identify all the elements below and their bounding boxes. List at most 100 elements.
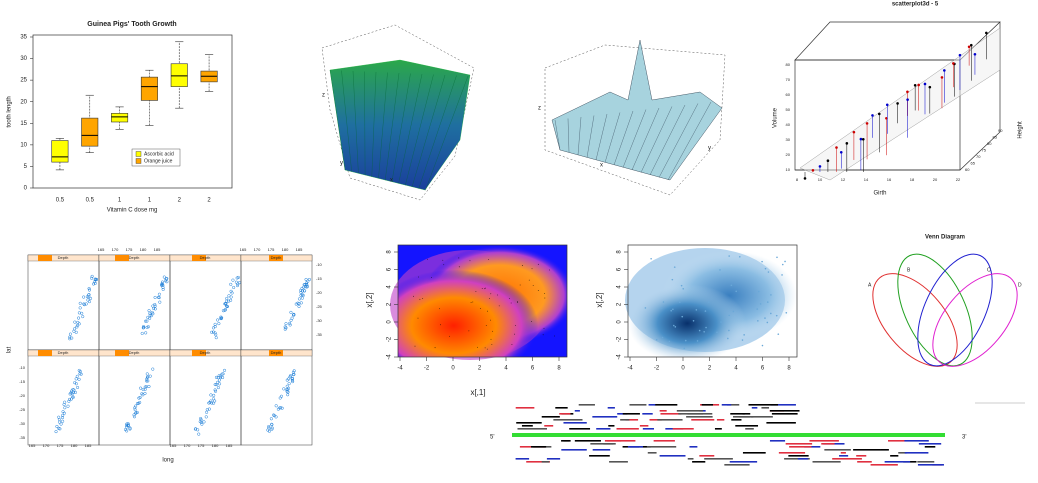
legend-label: Orange juice (144, 158, 173, 164)
feature (704, 458, 733, 460)
feature (884, 461, 911, 463)
point (299, 301, 303, 305)
point (770, 294, 772, 296)
y-tick-label: -2 (387, 336, 393, 342)
feature (904, 452, 929, 454)
y-tick-label: 8 (617, 250, 623, 254)
point (668, 340, 671, 343)
point (475, 290, 477, 292)
point (145, 372, 149, 376)
strip-bar (115, 350, 129, 356)
feature (578, 404, 595, 406)
tick-label: 50 (786, 107, 791, 112)
point (515, 324, 516, 326)
point (146, 375, 150, 379)
point (777, 333, 780, 335)
tick-label: 180 (140, 247, 147, 252)
point (87, 300, 92, 304)
point (859, 137, 863, 141)
feature (589, 455, 610, 457)
point (78, 306, 82, 310)
feature (856, 455, 867, 457)
point (74, 330, 78, 334)
tick-label: 165 (240, 247, 247, 252)
density2: x[,2] -4 -2 0 2 4 6 8 -4 -2 0 2 4 6 8 (595, 244, 798, 372)
point (761, 344, 764, 347)
strip-label: Depth (200, 255, 211, 260)
tick-label: 30 (786, 137, 791, 142)
point (305, 285, 309, 289)
feature (804, 446, 821, 448)
strip-bar (192, 350, 206, 356)
point (418, 276, 419, 278)
feature (561, 449, 587, 451)
point (217, 374, 221, 378)
point (484, 288, 486, 290)
point (732, 310, 735, 313)
point (670, 309, 672, 312)
tick-label: 180 (282, 247, 289, 252)
point (928, 85, 932, 89)
feature (735, 425, 759, 427)
feature (517, 428, 547, 430)
point (542, 334, 544, 336)
point (269, 417, 273, 421)
point (486, 348, 488, 350)
feature (629, 404, 647, 406)
point (216, 318, 220, 322)
tick-label: 165 (98, 247, 105, 252)
point (79, 372, 83, 376)
feature (642, 413, 653, 415)
point (519, 284, 521, 286)
tick-label: 70 (976, 154, 981, 159)
tick-label: -30 (19, 421, 26, 426)
point (199, 416, 203, 421)
x-tick-label: 6 (531, 366, 535, 372)
point (214, 383, 218, 387)
point (655, 338, 658, 341)
point (543, 327, 545, 329)
point (845, 142, 849, 145)
feature (625, 419, 639, 421)
feature (672, 428, 694, 430)
tick-label: 175 (268, 247, 275, 252)
point (75, 323, 79, 328)
feature (716, 419, 725, 421)
feature (561, 440, 571, 442)
panel (240, 254, 313, 351)
point (161, 285, 165, 289)
point (54, 430, 58, 434)
tick-label: 16 (887, 177, 892, 182)
point (431, 276, 432, 278)
point (469, 260, 471, 262)
point (785, 311, 788, 314)
feature (870, 464, 898, 466)
feature (607, 407, 615, 409)
density1: x[,1] x[,2] -4 -2 0 2 4 6 8 -4 -2 0 2 4 6 8 (365, 244, 568, 397)
mesh (364, 71, 366, 176)
point (439, 308, 441, 310)
axis-label: x (600, 163, 603, 169)
point (216, 386, 220, 390)
point (82, 303, 86, 307)
feature (659, 410, 667, 412)
feature (721, 404, 732, 406)
feature (657, 419, 683, 421)
point (303, 282, 307, 287)
tick-label: 80 (786, 62, 791, 67)
mesh (567, 118, 570, 153)
feature (563, 422, 587, 424)
point (730, 284, 733, 287)
point (468, 330, 470, 332)
feature (555, 407, 568, 409)
point (705, 326, 707, 329)
feature (766, 422, 796, 424)
surface1: z y x (321, 24, 475, 201)
point (220, 316, 224, 320)
point (232, 285, 236, 290)
feature (750, 416, 773, 418)
legend-label: Ascorbic acid (144, 151, 174, 157)
point (230, 291, 234, 295)
point (300, 296, 304, 300)
point (125, 422, 129, 426)
